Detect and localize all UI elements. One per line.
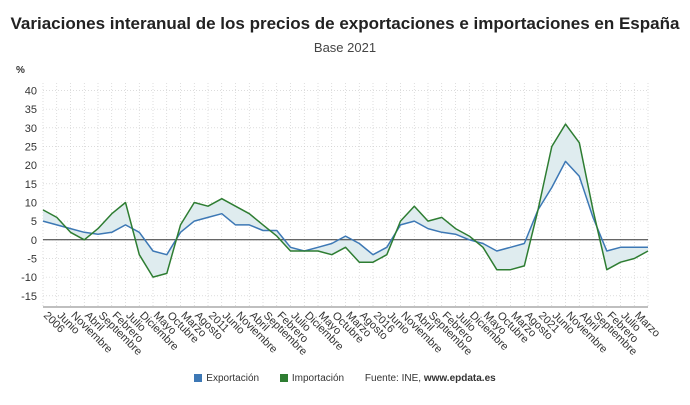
series-line-import bbox=[42, 123, 649, 278]
legend-swatch-export bbox=[194, 374, 203, 383]
y-tick-label: 15 bbox=[25, 179, 37, 191]
chart-subtitle: Base 2021 bbox=[313, 40, 377, 55]
legend-label-export: Exportación bbox=[206, 373, 260, 384]
y-axis-unit-label: % bbox=[16, 65, 25, 76]
y-tick-label: 0 bbox=[31, 235, 37, 247]
legend-swatch-import bbox=[279, 374, 288, 383]
chart-legend: Exportación Importación Fuente: INE, www… bbox=[0, 373, 690, 384]
y-tick-label: -10 bbox=[21, 272, 37, 284]
y-tick-label: 30 bbox=[25, 123, 37, 135]
chart-title: Variaciones interanual de los precios de… bbox=[10, 14, 680, 33]
y-tick-label: 25 bbox=[25, 141, 37, 153]
legend-label-import: Importación bbox=[291, 373, 345, 384]
series-gap-area bbox=[43, 124, 648, 278]
legend-item-import[interactable]: Importación bbox=[279, 373, 345, 384]
source-link[interactable]: www.epdata.es bbox=[423, 373, 496, 384]
y-tick-label: -5 bbox=[27, 253, 37, 265]
y-tick-label: 5 bbox=[31, 216, 37, 228]
y-tick-label: 20 bbox=[25, 160, 37, 172]
y-tick-label: -15 bbox=[21, 291, 37, 303]
legend-item-export[interactable]: Exportación bbox=[194, 373, 259, 384]
series-line-export bbox=[42, 160, 648, 256]
y-tick-label: 35 bbox=[25, 104, 37, 116]
source-note: Fuente: INE, www.epdata.es bbox=[365, 373, 496, 384]
y-tick-label: 10 bbox=[25, 197, 37, 209]
y-tick-label: 40 bbox=[25, 85, 37, 97]
source-label: Fuente: INE, bbox=[364, 373, 422, 384]
